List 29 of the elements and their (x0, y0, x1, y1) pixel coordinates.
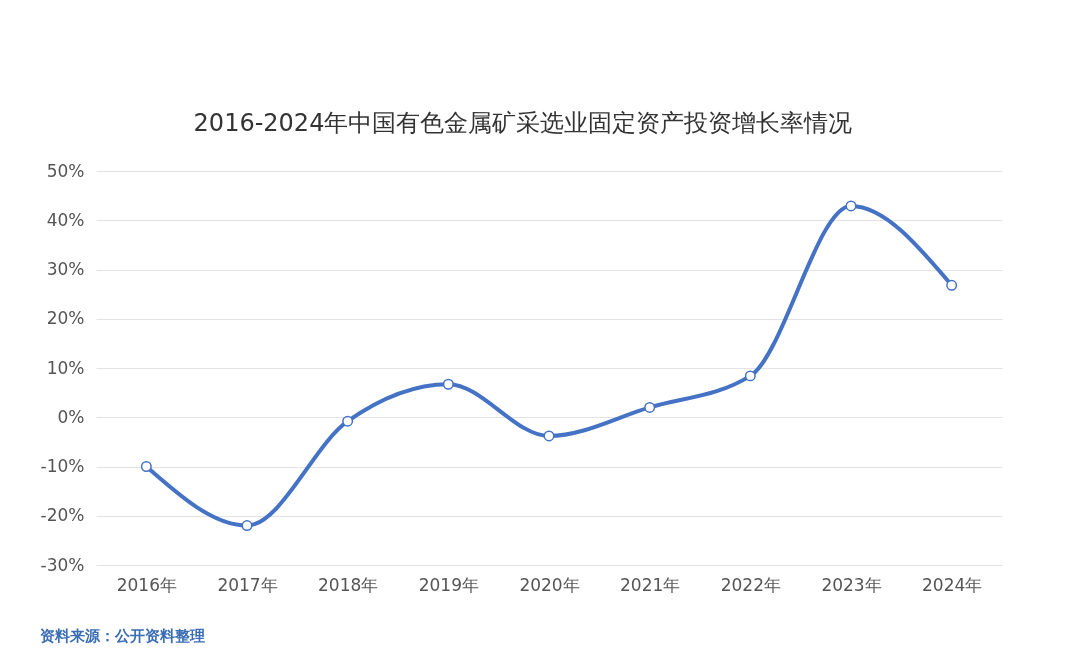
x-tick-label: 2019年 (418, 574, 479, 595)
x-tick-label: 2023年 (821, 574, 882, 595)
chart-title: 2016-2024年中国有色金属矿采选业固定资产投资增长率情况 (193, 109, 853, 137)
y-tick-label: 0% (57, 406, 85, 427)
y-tick-label: 40% (46, 209, 85, 230)
x-tick-label: 2017年 (217, 574, 278, 595)
point (241, 520, 253, 532)
text: 资料来源：公开资料整理 (40, 627, 205, 645)
x-tick-label: 2021年 (620, 574, 681, 595)
point (442, 378, 454, 390)
y-tick-label: 50% (46, 160, 85, 181)
x-tick-label: 2024年 (922, 574, 983, 595)
point (342, 415, 354, 427)
y-tick-label: -10% (40, 456, 85, 476)
point (644, 401, 656, 413)
point (543, 430, 555, 442)
point (946, 279, 958, 291)
x-tick-label: 2020年 (519, 574, 580, 595)
y-tick-label: -30% (40, 554, 85, 575)
x-tick-label: 2016年 (116, 574, 177, 595)
point (845, 200, 857, 212)
x-tick-label: 2022年 (720, 574, 781, 595)
x-tick-label: 2018年 (318, 574, 379, 595)
y-tick-label: 20% (46, 308, 85, 329)
point (744, 370, 756, 382)
y-tick-label: 10% (46, 357, 85, 378)
y-tick-label: -20% (40, 505, 85, 526)
point (140, 461, 152, 472)
y-tick-label: 30% (46, 259, 85, 279)
